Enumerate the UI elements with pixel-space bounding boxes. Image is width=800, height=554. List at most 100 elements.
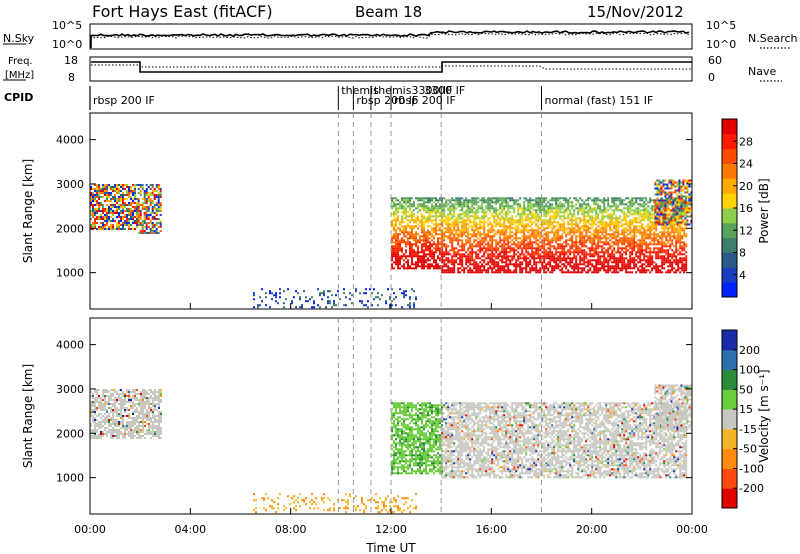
echo-pixel	[157, 222, 160, 224]
echo-pixel	[275, 296, 277, 299]
echo-pixel	[451, 225, 454, 228]
echo-pixel	[591, 237, 594, 240]
echo-pixel	[143, 218, 146, 220]
echo-pixel	[467, 219, 470, 222]
echo-pixel	[575, 217, 578, 220]
echo-pixel	[419, 205, 421, 208]
echo-pixel	[677, 197, 680, 200]
echo-pixel	[491, 205, 494, 208]
echo-pixel	[557, 209, 560, 212]
echo-pixel	[641, 269, 644, 272]
echo-pixel	[660, 197, 663, 200]
echo-pixel	[102, 210, 104, 212]
echo-pixel	[96, 200, 98, 202]
echo-pixel	[585, 219, 588, 222]
echo-pixel	[686, 185, 689, 188]
echo-pixel	[563, 271, 566, 274]
echo-pixel	[403, 255, 405, 258]
echo-pixel	[575, 243, 578, 246]
echo-pixel	[605, 233, 608, 236]
echo-pixel	[449, 223, 452, 226]
echo-pixel	[417, 217, 419, 220]
echo-pixel	[686, 215, 689, 218]
echo-pixel	[261, 300, 263, 303]
echo-pixel	[607, 215, 610, 218]
echo-pixel	[533, 199, 536, 202]
echo-pixel	[603, 267, 606, 270]
echo-pixel	[651, 255, 654, 258]
echo-pixel	[151, 206, 154, 208]
echo-pixel	[421, 203, 423, 206]
echo-pixel	[523, 243, 526, 246]
echo-pixel	[395, 249, 397, 252]
echo-pixel	[421, 261, 423, 264]
echo-pixel	[136, 220, 138, 222]
echo-pixel	[593, 235, 596, 238]
echo-pixel	[463, 213, 466, 216]
echo-pixel	[684, 195, 687, 198]
echo-pixel	[680, 193, 683, 196]
echo-pixel	[657, 233, 660, 236]
echo-pixel	[677, 259, 680, 262]
echo-pixel	[549, 251, 552, 254]
echo-pixel	[495, 247, 498, 250]
echo-pixel	[669, 245, 672, 248]
nsky-left-label: N.Sky	[3, 32, 35, 45]
echo-pixel	[112, 218, 114, 220]
echo-pixel	[439, 243, 441, 246]
echo-pixel	[661, 227, 664, 230]
cpid-mode-label: rbsp 200 IF	[93, 94, 155, 107]
echo-pixel	[519, 231, 522, 234]
echo-pixel	[447, 229, 450, 232]
echo-pixel	[136, 224, 138, 226]
echo-pixel	[680, 181, 683, 184]
echo-pixel	[417, 255, 419, 258]
echo-pixel	[599, 257, 602, 260]
echo-pixel	[511, 263, 514, 266]
echo-pixel	[571, 265, 574, 268]
echo-pixel	[489, 221, 492, 224]
echo-pixel	[483, 265, 486, 268]
echo-pixel	[503, 237, 506, 240]
echo-pixel	[537, 231, 540, 234]
echo-pixel	[539, 255, 542, 258]
echo-pixel	[647, 219, 650, 222]
echo-pixel	[651, 217, 654, 220]
echo-pixel	[118, 184, 120, 186]
echo-pixel	[593, 259, 596, 262]
echo-pixel	[527, 253, 530, 256]
echo-pixel	[581, 253, 584, 256]
echo-pixel	[479, 239, 482, 242]
echo-pixel	[407, 261, 409, 264]
echo-pixel	[143, 194, 146, 196]
echo-pixel	[429, 247, 431, 250]
echo-pixel	[662, 179, 665, 182]
echo-pixel	[575, 235, 578, 238]
echo-pixel	[671, 235, 674, 238]
echo-pixel	[621, 249, 624, 252]
echo-pixel	[441, 243, 444, 246]
echo-pixel	[395, 205, 397, 208]
echo-pixel	[153, 232, 156, 234]
echo-pixel	[617, 247, 620, 250]
echo-pixel	[662, 185, 665, 188]
echo-pixel	[635, 271, 638, 274]
echo-pixel	[477, 249, 480, 252]
echo-pixel	[623, 219, 626, 222]
echo-pixel	[397, 211, 399, 214]
echo-pixel	[665, 249, 668, 252]
echo-pixel	[619, 259, 622, 262]
freq-label: Freq.	[8, 56, 33, 67]
echo-pixel	[90, 186, 92, 188]
echo-pixel	[457, 201, 460, 204]
echo-pixel	[96, 188, 98, 190]
echo-pixel	[631, 253, 634, 256]
echo-pixel	[443, 207, 446, 210]
echo-pixel	[621, 261, 624, 264]
echo-pixel	[633, 201, 636, 204]
echo-pixel	[678, 191, 681, 194]
echo-pixel	[397, 233, 399, 236]
echo-pixel	[405, 215, 407, 218]
echo-pixel	[483, 209, 486, 212]
echo-pixel	[587, 237, 590, 240]
